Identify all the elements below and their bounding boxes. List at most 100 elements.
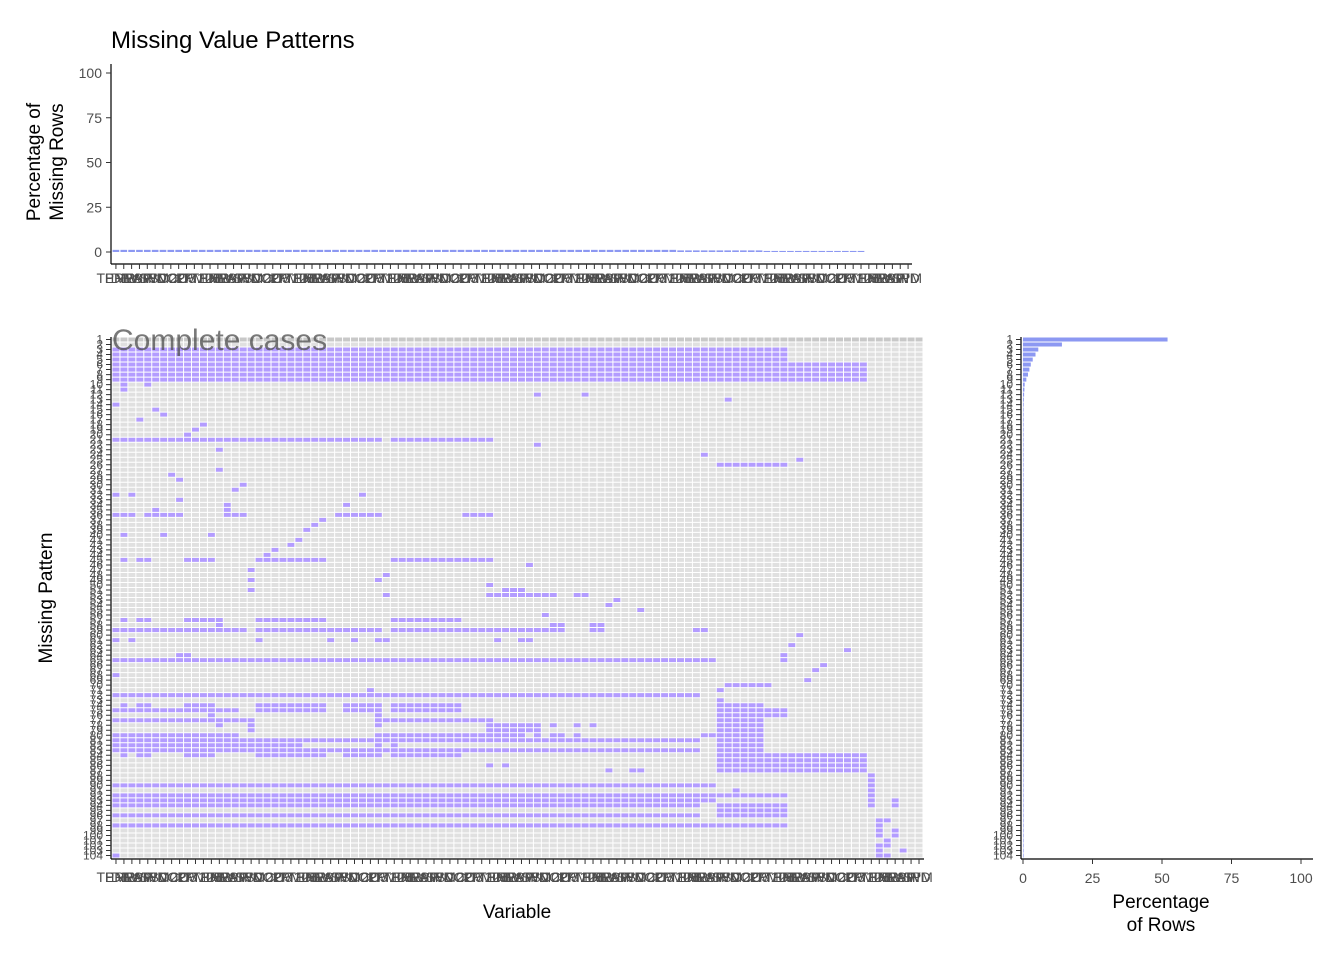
missing-cell [485, 582, 494, 588]
missing-cell [366, 687, 375, 693]
missing-cell [875, 832, 884, 838]
missing-percentage-bar [238, 249, 245, 252]
variable-tick-label: CO [551, 869, 572, 885]
top-variable-tick-label: WSPM [878, 270, 922, 286]
right-row-tick-label: 77 [1000, 713, 1014, 727]
top-variable-tick-label: RAIN [217, 270, 250, 286]
missing-cell [247, 587, 256, 593]
row-tick-label: 33 [90, 493, 104, 507]
missing-percentage-bar [669, 249, 677, 252]
right-row-tick-label: 47 [1000, 563, 1014, 577]
variable-tick-label: NO2 [730, 869, 759, 885]
missing-cell [342, 502, 351, 508]
row-tick-label: 3 [96, 343, 103, 357]
top-variable-tick-label: WSPM [502, 270, 546, 286]
row-tick-label: 58 [90, 618, 104, 632]
right-row-tick-label: 8 [1006, 368, 1013, 382]
row-percentage-bar [1023, 853, 1024, 858]
row-tick-label: 86 [90, 758, 104, 772]
top-variable-tick-label: NO2 [345, 270, 374, 286]
missing-percentage-bar [308, 249, 316, 252]
missing-percentage-bar [677, 250, 684, 252]
variable-tick-label: NO2 [253, 869, 282, 885]
missing-percentage-bar [120, 249, 128, 252]
missing-percentage-bar [520, 249, 528, 252]
missing-cell [119, 387, 128, 393]
variable-tick-label: TEMP [669, 869, 708, 885]
missing-percentage-bar [536, 249, 543, 252]
top-variable-tick-label: SO2 [714, 270, 742, 286]
row-tick-label: 66 [90, 658, 104, 672]
complete-cases-overlay: Complete cases [112, 324, 327, 357]
missing-cell [716, 367, 868, 373]
row-tick-label: 39 [90, 523, 104, 537]
row-percentage-bar [1023, 472, 1024, 477]
variable-tick-label: WD [717, 869, 740, 885]
variable-tick-label: PRES [296, 869, 334, 885]
missing-percentage-bar [489, 249, 496, 252]
row-percentage-bar [1023, 542, 1024, 547]
top-variable-tick-label: PM25 [278, 270, 315, 286]
missing-percentage-bar [410, 249, 418, 252]
row-percentage-bar [1023, 507, 1024, 512]
missing-percentage-bar [708, 250, 716, 252]
row-percentage-bar [1023, 723, 1024, 728]
row-percentage-bar [1023, 552, 1024, 557]
missing-percentage-bar [465, 249, 473, 252]
right-row-tick-label: 60 [1000, 628, 1014, 642]
missing-percentage-bar [418, 249, 426, 252]
top-variable-tick-label: WD [238, 270, 261, 286]
missing-cell [533, 732, 542, 738]
right-row-tick-label: 67 [1000, 663, 1014, 677]
top-variable-tick-label: O3 [177, 270, 196, 286]
top-variable-tick-label: PM25 [184, 270, 221, 286]
top-variable-tick-label: SO2 [243, 270, 271, 286]
variable-tick-label: RAIN [505, 869, 538, 885]
row-tick-label: 95 [90, 803, 104, 817]
top-variable-tick-label: SO2 [431, 270, 459, 286]
right-row-tick-label: 75 [1000, 703, 1014, 717]
variable-tick-label: WD [907, 869, 930, 885]
missing-cell [112, 627, 248, 633]
variable-tick-label: PRES [677, 869, 715, 885]
missing-percentage-bar [512, 249, 520, 252]
top-variable-tick-label: WD [614, 270, 637, 286]
variable-tick-label: PRES [391, 869, 429, 885]
missing-percentage-bar [457, 249, 465, 252]
heatmap-panel: 1234567891011121314151617181920212223242… [83, 333, 933, 886]
top-variable-tick-label: CO [168, 270, 189, 286]
top-variable-tick-label: CO [356, 270, 377, 286]
row-tick-label: 82 [90, 738, 104, 752]
top-variable-tick-label: CO [733, 270, 754, 286]
row-percentage-bar [1023, 372, 1028, 377]
row-percentage-bar [1023, 412, 1024, 417]
variable-tick-label: CO [742, 869, 763, 885]
row-tick-label: 21 [90, 433, 104, 447]
row-tick-label: 81 [90, 733, 104, 747]
top-variable-tick-label: NO2 [533, 270, 562, 286]
variable-tick-label: SO2 [436, 869, 464, 885]
variable-tick-label: TEMP [383, 869, 422, 885]
right-row-tick-label: 52 [1000, 588, 1014, 602]
row-percentage-bar [1023, 502, 1024, 507]
top-variable-tick-label: SO2 [149, 270, 177, 286]
row-tick-label: 35 [90, 503, 104, 517]
row-percentage-bar [1023, 447, 1024, 452]
row-tick-label: 50 [90, 578, 104, 592]
row-tick-label: 41 [90, 533, 104, 547]
right-row-tick-label: 61 [1000, 633, 1014, 647]
top-variable-tick-label: RAIN [593, 270, 626, 286]
missing-cell [127, 637, 136, 643]
right-row-tick-label: 13 [1000, 393, 1014, 407]
top-variable-tick-label: PM25 [372, 270, 409, 286]
row-tick-label: 13 [90, 393, 104, 407]
missing-percentage-bar [347, 249, 355, 252]
right-row-tick-label: 41 [1000, 533, 1014, 547]
right-row-tick-label: 9 [1006, 373, 1013, 387]
right-row-tick-label: 5 [1006, 353, 1013, 367]
right-row-tick-label: 58 [1000, 618, 1014, 632]
right-x-axis-title-line2: of Rows [1127, 915, 1196, 936]
missing-cell [112, 402, 120, 408]
missing-percentage-bar [175, 249, 182, 252]
missing-cell [803, 677, 812, 683]
